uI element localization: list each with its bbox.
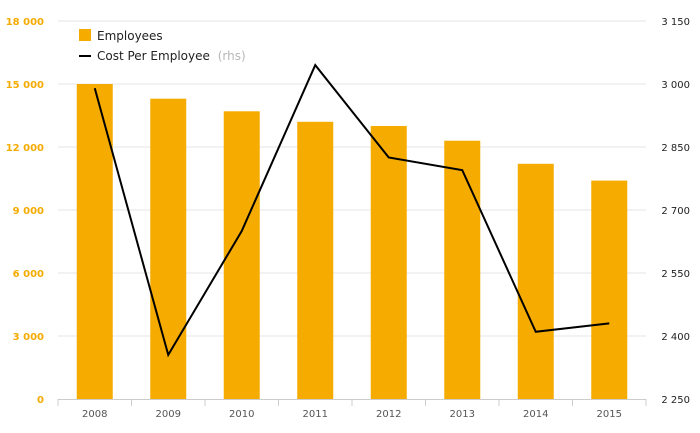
x-axis-tick-label: 2008 <box>82 409 107 420</box>
bar-employees-2012 <box>370 126 407 399</box>
right-axis-tick-label: 2 700 <box>661 206 690 217</box>
bar-employees-2013 <box>444 140 481 399</box>
right-axis-tick-label: 3 150 <box>661 17 690 28</box>
bar-employees-2015 <box>591 180 628 399</box>
x-axis-tick-label: 2010 <box>229 409 254 420</box>
bar-employees-2014 <box>517 163 554 399</box>
bar-employees-2011 <box>297 121 334 400</box>
right-axis-tick-label: 2 250 <box>661 395 690 406</box>
left-axis-tick-label: 18 000 <box>6 17 44 28</box>
left-axis-tick-label: 0 <box>37 395 44 406</box>
x-axis-tick-label: 2012 <box>376 409 401 420</box>
right-axis-tick-label: 3 000 <box>661 80 690 91</box>
left-axis-tick-label: 15 000 <box>6 80 44 91</box>
left-axis-tick-label: 12 000 <box>6 143 44 154</box>
x-axis-tick-label: 2009 <box>156 409 181 420</box>
gridlines <box>58 20 646 337</box>
right-axis-tick-label: 2 550 <box>661 269 690 280</box>
x-axis-tick-label: 2014 <box>523 409 548 420</box>
x-axis-tick-label: 2013 <box>450 409 475 420</box>
legend-label-cost-text: Cost Per Employee <box>97 49 210 63</box>
legend: Employees Cost Per Employee (rhs) <box>79 29 246 63</box>
left-axis-tick-label: 6 000 <box>13 269 44 280</box>
axes: 0 3 000 6 000 9 000 12 000 15 000 18 000 2 250 2… <box>6 17 690 420</box>
left-axis-tick-label: 9 000 <box>13 206 44 217</box>
legend-swatch-employees <box>79 29 91 41</box>
left-axis-tick-label: 3 000 <box>13 332 44 343</box>
legend-label-employees: Employees <box>97 29 163 43</box>
bar-employees-2010 <box>223 111 260 400</box>
right-axis-tick-label: 2 850 <box>661 143 690 154</box>
legend-label-cost-per-employee: Cost Per Employee (rhs) <box>97 49 246 63</box>
bar-employees-2008 <box>76 84 113 399</box>
bar-employees-2009 <box>150 98 187 399</box>
x-axis-tick-label: 2011 <box>303 409 328 420</box>
legend-label-rhs-suffix: (rhs) <box>218 49 246 63</box>
line-cost-per-employee <box>93 63 610 358</box>
bar-series-employees <box>76 84 628 400</box>
right-axis-tick-label: 2 400 <box>661 332 690 343</box>
line-series-cost-per-employee <box>93 63 610 358</box>
x-axis-tick-label: 2015 <box>597 409 622 420</box>
